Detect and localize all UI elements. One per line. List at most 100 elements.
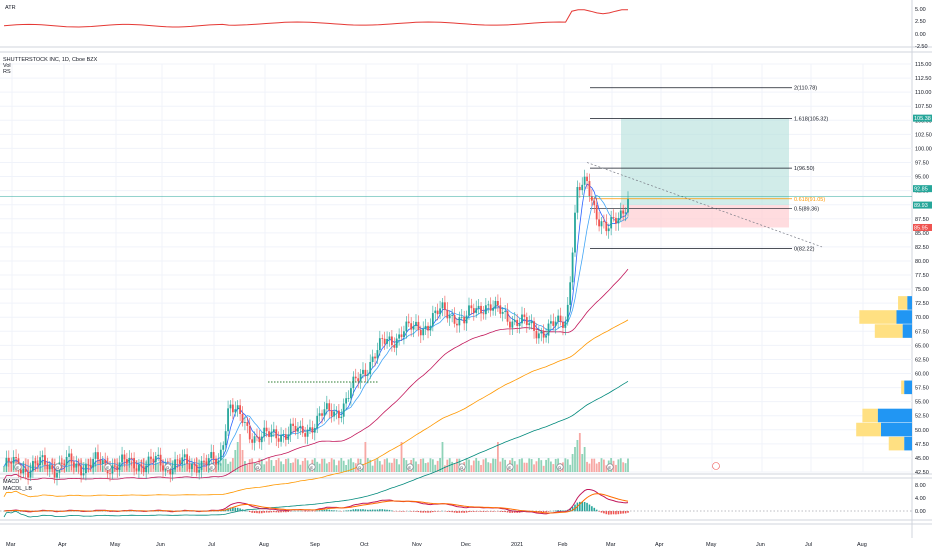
candle-body: [376, 350, 379, 359]
volume-bar: [371, 465, 374, 472]
time-tick-label: Sep: [310, 542, 320, 548]
candle-body: [118, 462, 121, 470]
volume-bar: [513, 461, 516, 472]
time-axis[interactable]: Mar Apr May Jun Jul Aug Sep Oct Nov Dec 2021 Feb Mar…: [6, 542, 867, 548]
candle-body: [581, 184, 584, 191]
profile-sell-bar: [901, 380, 905, 395]
fibonacci-extension[interactable]: 2(110.78) 1.618(105.32) 1(96.50) 0.618(91.0…: [590, 86, 828, 253]
candle-body: [36, 463, 39, 466]
candle-body: [183, 454, 186, 458]
macd-histogram-bar: [504, 511, 506, 513]
trend-drawings[interactable]: [0, 162, 912, 383]
candle-body: [381, 338, 384, 339]
candle-body: [506, 311, 509, 322]
volume-bar: [292, 462, 295, 472]
macd-histogram-bar: [465, 511, 468, 513]
candle-body: [400, 334, 403, 338]
macd-histogram-bar: [446, 511, 449, 512]
candle-body: [234, 409, 237, 413]
trend-line: [586, 162, 823, 248]
event-marker-label: E: [310, 465, 313, 470]
price-tick-label: 115.00: [915, 62, 931, 68]
candle-body: [427, 325, 429, 331]
candle-body: [111, 465, 114, 474]
candle-body: [241, 414, 244, 423]
macd-histogram-bar: [610, 511, 612, 515]
event-marker: [208, 463, 216, 471]
candle-body: [101, 460, 104, 465]
candle-body: [369, 362, 372, 375]
candle-body: [268, 431, 270, 437]
vol-study-label: Vol: [3, 63, 11, 69]
price-tick-label: 100.00: [915, 146, 932, 152]
candle-body: [325, 403, 328, 410]
profile-buy-bar: [896, 310, 912, 324]
atr-line: [3, 9, 628, 28]
volume-bar: [434, 464, 437, 472]
macd-histogram-bar: [586, 502, 588, 512]
volume-bar: [328, 462, 331, 472]
macd-histogram-bar: [263, 511, 266, 513]
candle-body: [612, 217, 615, 218]
candle-body: [321, 413, 323, 416]
macd-histogram-bar: [326, 509, 328, 512]
price-tick-label: 57.50: [915, 386, 929, 392]
macd-histogram-bar: [350, 509, 352, 512]
candle-body: [458, 317, 461, 326]
volume-bar: [578, 433, 581, 472]
candle-body: [559, 315, 562, 322]
profile-buy-bar: [904, 380, 912, 395]
volume-bar: [595, 463, 598, 472]
volume-bar: [222, 458, 225, 472]
macd-histogram-bar: [347, 510, 350, 512]
candle-body: [480, 305, 482, 314]
macd-histogram-bar: [273, 511, 275, 513]
volume-bar: [265, 461, 268, 472]
price-tick-label: 67.50: [915, 329, 929, 335]
event-marker: [356, 463, 364, 471]
candle-body: [429, 325, 432, 331]
macd-histogram-bar: [287, 511, 290, 513]
volume-bar: [244, 461, 246, 472]
price-axis[interactable]: 115.00112.50110.00107.50105.00102.50100.…: [915, 7, 932, 515]
candle-body: [398, 334, 401, 339]
volume-bar: [619, 458, 622, 472]
candle-body: [171, 469, 174, 475]
macd-histogram-bar: [253, 511, 256, 514]
price-tick-label: 97.50: [915, 160, 929, 166]
macd-histogram-bar: [509, 511, 511, 513]
candle-body: [51, 465, 54, 470]
volume-bar: [342, 460, 345, 472]
candle-body: [176, 459, 179, 461]
volume-bar: [231, 458, 234, 472]
candle-body: [345, 398, 348, 404]
macd-histogram-bar: [388, 509, 391, 512]
candle-body: [256, 436, 258, 438]
volume-bar: [540, 460, 543, 472]
profile-sell-bar: [859, 310, 897, 324]
volume-bar: [472, 460, 475, 472]
position-zones[interactable]: [621, 118, 789, 228]
profile-buy-bar: [907, 296, 912, 310]
candle-body: [578, 187, 581, 191]
volume-bar: [583, 447, 586, 472]
volume-bar: [306, 460, 309, 472]
candle-body: [525, 317, 528, 326]
candle-body: [590, 196, 593, 201]
macd-histogram-bar: [545, 511, 547, 513]
volume-bar: [251, 458, 254, 472]
volume-bar: [263, 464, 266, 472]
volume-bar: [590, 458, 593, 472]
macd-histogram-bar: [436, 511, 439, 512]
volume-bar: [400, 442, 403, 472]
macd-histogram-bar: [277, 511, 280, 513]
volume-bar: [301, 460, 304, 472]
volume-bar: [277, 458, 280, 472]
macd-histogram-bar: [268, 511, 270, 513]
macd-histogram-bar: [499, 511, 502, 512]
candle-body: [248, 425, 251, 440]
candle-body: [140, 464, 143, 467]
volume-bar: [436, 460, 439, 472]
